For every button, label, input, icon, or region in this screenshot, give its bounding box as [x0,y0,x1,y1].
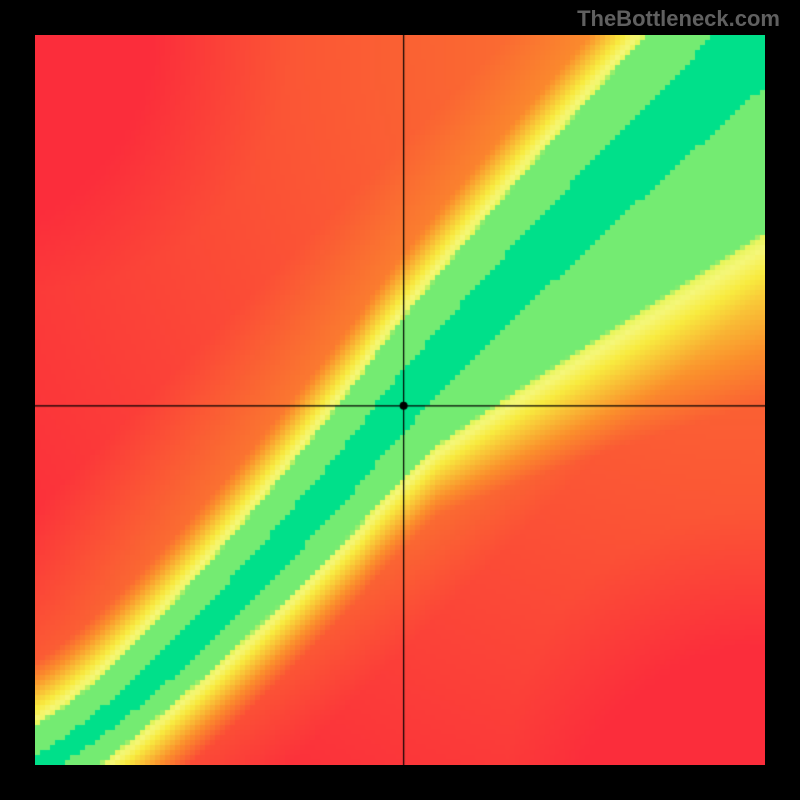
watermark-text: TheBottleneck.com [577,6,780,32]
heatmap-canvas [35,35,765,765]
plot-area [35,35,765,765]
chart-container: TheBottleneck.com [0,0,800,800]
